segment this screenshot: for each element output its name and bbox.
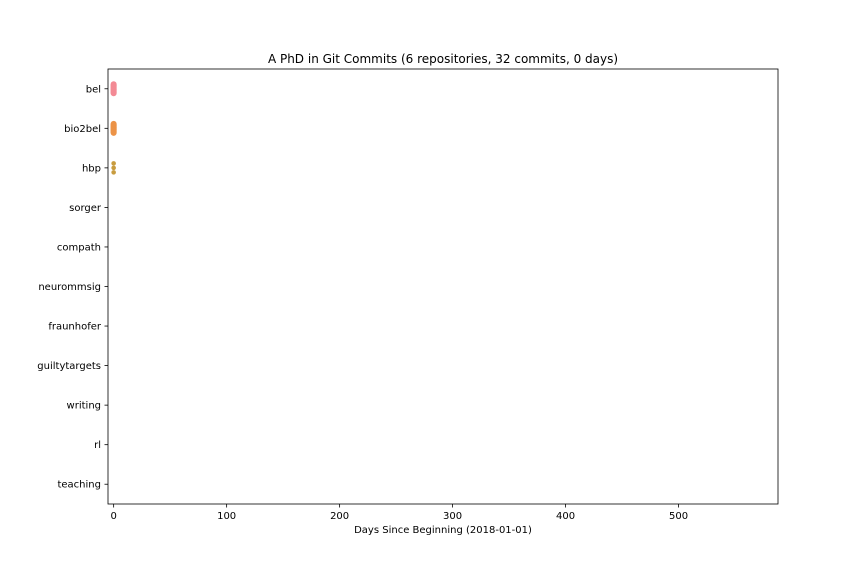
y-tick-label-teaching: teaching (57, 480, 101, 491)
y-tick-label-compath: compath (57, 242, 101, 253)
point-hbp (111, 161, 116, 166)
y-tick-label-hbp: hbp (82, 163, 101, 174)
y-tick-label-neurommsig: neurommsig (38, 282, 101, 293)
x-tick-label-400: 400 (556, 511, 575, 522)
chart-title: A PhD in Git Commits (6 repositories, 32… (268, 52, 618, 66)
point-bel (110, 90, 117, 97)
plot-area (107, 68, 779, 505)
y-tick-label-writing: writing (67, 401, 101, 412)
x-tick-label-0: 0 (110, 511, 116, 522)
y-tick-label-sorger: sorger (69, 203, 102, 214)
x-tick-label-100: 100 (217, 511, 236, 522)
x-axis: 0 100 200 300 400 500 (110, 504, 688, 522)
y-tick-label-bel: bel (86, 84, 101, 95)
point-bio2bel (110, 129, 117, 136)
y-axis: bel bio2bel hbp sorger compath neurommsig frau… (37, 84, 108, 491)
x-tick-label-200: 200 (330, 511, 349, 522)
data-points (110, 81, 117, 175)
x-axis-label: Days Since Beginning (2018-01-01) (354, 525, 532, 536)
x-tick-label-300: 300 (443, 511, 462, 522)
y-tick-label-guiltytargets: guiltytargets (37, 361, 101, 372)
point-hbp (111, 170, 116, 175)
y-tick-label-rl: rl (94, 440, 101, 451)
point-hbp (111, 165, 116, 171)
x-tick-label-500: 500 (669, 511, 688, 522)
y-tick-label-bio2bel: bio2bel (64, 124, 101, 135)
y-tick-label-fraunhofer: fraunhofer (48, 322, 102, 333)
